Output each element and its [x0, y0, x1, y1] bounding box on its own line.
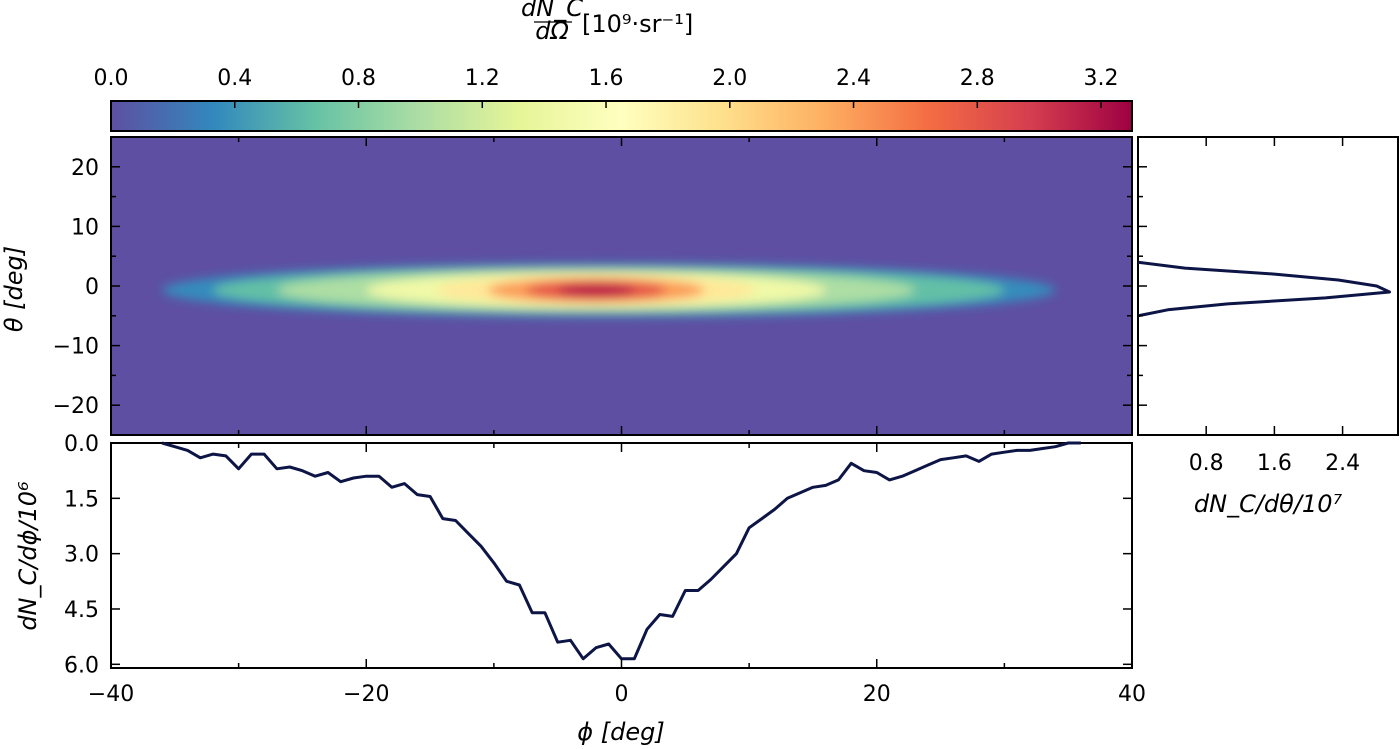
- right-x-tick-label: 1.6: [1257, 451, 1292, 476]
- colorbar: [111, 101, 1132, 131]
- heatmap-y-tick-label: 0: [85, 275, 99, 300]
- bottom-marginal-frame: [110, 442, 1133, 669]
- bottom-y-tick-label: 4.5: [64, 598, 99, 623]
- bottom-y-tick-label: 3.0: [64, 543, 99, 568]
- heatmap-y-tick-label: −10: [53, 335, 99, 360]
- colorbar-tick-label: 0.0: [94, 66, 129, 91]
- colorbar-tick-label: 2.8: [960, 66, 995, 91]
- x-tick-label: 0: [615, 682, 629, 707]
- heatmap-intensity: [162, 263, 1056, 317]
- heatmap-y-axis-label: θ [deg]: [0, 246, 28, 332]
- bottom-y-tick-label: 6.0: [64, 653, 99, 678]
- bottom-y-tick-label: 1.5: [64, 487, 99, 512]
- heatmap-ticks: −20 −10 0 10 20: [53, 136, 1133, 436]
- x-tick-label: 40: [1118, 682, 1146, 707]
- colorbar-tick-label: 1.6: [589, 66, 624, 91]
- colorbar-tick-label: 1.2: [465, 66, 500, 91]
- colorbar-label-units: [10⁹·sr⁻¹]: [582, 10, 693, 38]
- bottom-y-tick-label: 0.0: [64, 432, 99, 457]
- right-marginal-frame: [1137, 136, 1399, 436]
- colorbar-tick-label: 3.2: [1084, 66, 1119, 91]
- right-marginal-ticks: 0.8 1.6 2.4: [1138, 136, 1360, 476]
- colorbar-tick-label: 2.0: [712, 66, 747, 91]
- bottom-marginal-line: [161, 441, 1081, 661]
- bottom-marginal-y-axis-label: dN_C/dϕ/10⁶: [14, 481, 42, 631]
- right-x-tick-label: 0.8: [1189, 451, 1224, 476]
- heatmap-y-tick-label: −20: [53, 394, 99, 419]
- heatmap-y-tick-label: 20: [71, 156, 99, 181]
- colorbar-tick-label: 0.4: [217, 66, 252, 91]
- x-tick-label: 20: [863, 682, 891, 707]
- right-x-tick-label: 2.4: [1325, 451, 1360, 476]
- colorbar-label-numerator: dN_C: [521, 0, 583, 22]
- bottom-marginal-ticks: 0.0 1.5 3.0 4.5 6.0 −40 −20 0 20 40: [64, 432, 1146, 707]
- right-marginal-x-axis-label: dN_C/dθ/10⁷: [1194, 490, 1343, 518]
- colorbar-tick-label: 0.8: [341, 66, 376, 91]
- heatmap-y-tick-label: 10: [71, 215, 99, 240]
- colorbar-label-denominator: dΩ: [535, 17, 569, 45]
- x-tick-label: −40: [88, 682, 134, 707]
- colorbar-frame: [110, 100, 1133, 132]
- colorbar-tick-label: 2.4: [836, 66, 871, 91]
- colorbar-label: dN_C dΩ [10⁹·sr⁻¹]: [521, 0, 693, 45]
- heatmap-level: [557, 284, 635, 297]
- x-axis-label: ϕ [deg]: [577, 718, 664, 746]
- x-tick-label: −20: [343, 682, 389, 707]
- colorbar-ticks: 0.0 0.4 0.8 1.2 1.6 2.0 2.4 2.8 3.2: [94, 66, 1119, 108]
- right-marginal-line: [1137, 260, 1391, 318]
